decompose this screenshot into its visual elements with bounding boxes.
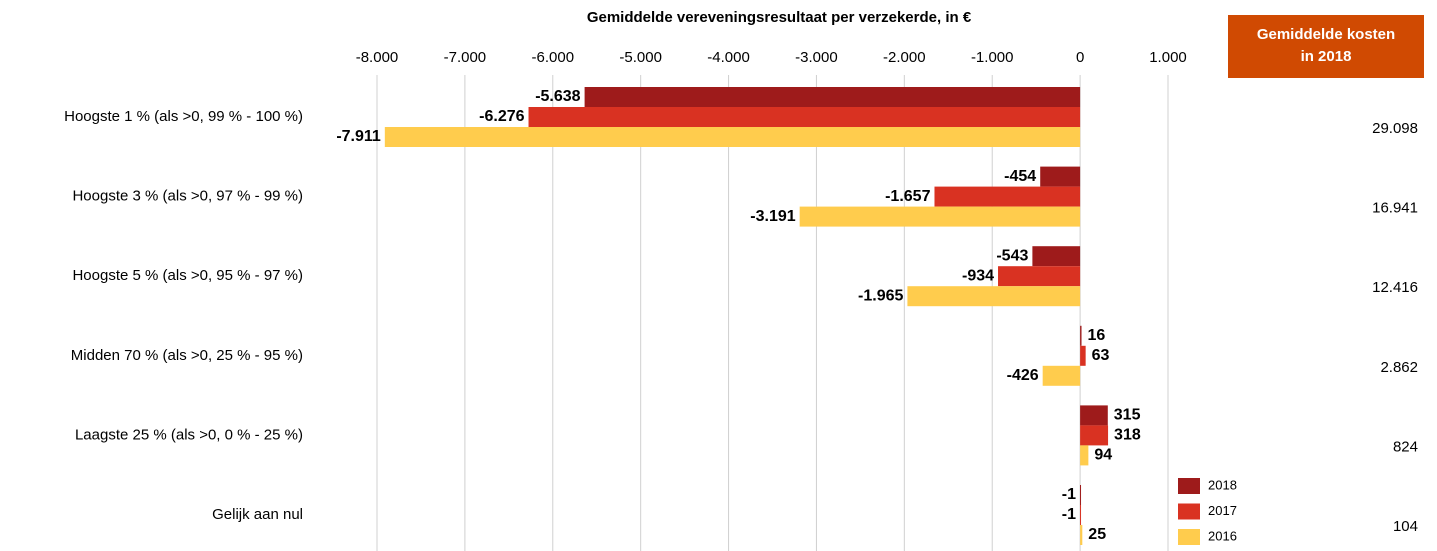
value-label: 315 [1114, 407, 1141, 424]
bar [584, 87, 1081, 107]
cost-value: 824 [1393, 438, 1418, 455]
legend-swatch [1178, 529, 1200, 545]
value-label: -1 [1062, 506, 1076, 523]
y-tick-label: Gelijk aan nul [212, 506, 303, 523]
value-label: 318 [1114, 427, 1141, 444]
bar [1080, 445, 1089, 466]
y-tick-label: Hoogste 1 % (als >0, 99 % - 100 %) [64, 108, 303, 125]
x-tick-label: -4.000 [707, 49, 750, 66]
bar [934, 186, 1081, 207]
cost-header: in 2018 [1301, 48, 1352, 65]
bar [998, 266, 1081, 287]
cost-header: Gemiddelde kosten [1257, 26, 1395, 43]
x-tick-label: 1.000 [1149, 49, 1187, 66]
value-label: -543 [996, 247, 1028, 264]
x-tick-label: -1.000 [971, 49, 1014, 66]
cost-value: 29.098 [1372, 120, 1418, 137]
x-tick-label: -5.000 [619, 49, 662, 66]
legend-label: 2018 [1208, 477, 1237, 492]
value-label: -1 [1062, 486, 1076, 503]
value-label: -1.965 [858, 287, 903, 304]
bar [528, 107, 1081, 127]
value-label: 94 [1094, 447, 1112, 464]
cost-value: 16.941 [1372, 200, 1418, 217]
value-label: 25 [1088, 526, 1106, 543]
cost-value: 2.862 [1380, 359, 1418, 376]
value-label: -6.276 [479, 108, 524, 125]
y-tick-label: Laagste 25 % (als >0, 0 % - 25 %) [75, 426, 303, 443]
x-tick-label: 0 [1076, 49, 1084, 66]
y-tick-label: Hoogste 5 % (als >0, 95 % - 97 %) [72, 267, 303, 284]
x-tick-label: -8.000 [356, 49, 399, 66]
bar [1080, 325, 1082, 346]
cost-header-box [1228, 15, 1424, 78]
x-tick-label: -6.000 [532, 49, 575, 66]
bar [907, 286, 1081, 307]
value-label: 16 [1088, 327, 1106, 344]
value-label: 63 [1092, 347, 1110, 364]
bar [1042, 365, 1081, 386]
y-tick-label: Hoogste 3 % (als >0, 97 % - 99 %) [72, 188, 303, 205]
bar [1080, 525, 1083, 545]
value-label: -7.911 [336, 128, 381, 145]
value-label: -934 [962, 267, 994, 284]
bar [799, 206, 1081, 227]
bar [384, 127, 1081, 147]
chart-title: Gemiddelde vereveningsresultaat per verz… [587, 9, 972, 26]
value-label: -454 [1004, 168, 1036, 185]
bar [1080, 405, 1108, 426]
x-tick-label: -2.000 [883, 49, 926, 66]
legend-swatch [1178, 503, 1200, 520]
bar [1080, 505, 1082, 525]
value-label: -3.191 [750, 208, 795, 225]
value-label: -1.657 [885, 188, 930, 205]
x-tick-label: -7.000 [444, 49, 487, 66]
cost-value: 12.416 [1372, 279, 1418, 296]
x-tick-label: -3.000 [795, 49, 838, 66]
bar [1040, 166, 1081, 187]
legend-swatch [1178, 478, 1200, 494]
value-label: -5.638 [535, 88, 580, 105]
y-tick-label: Midden 70 % (als >0, 25 % - 95 %) [71, 347, 303, 364]
cost-value: 104 [1393, 518, 1418, 535]
legend-label: 2017 [1208, 503, 1237, 518]
bar [1032, 246, 1081, 267]
bar [1080, 345, 1086, 366]
bar [1080, 425, 1109, 446]
bar [1080, 485, 1082, 505]
legend-label: 2016 [1208, 528, 1237, 543]
value-label: -426 [1007, 367, 1039, 384]
